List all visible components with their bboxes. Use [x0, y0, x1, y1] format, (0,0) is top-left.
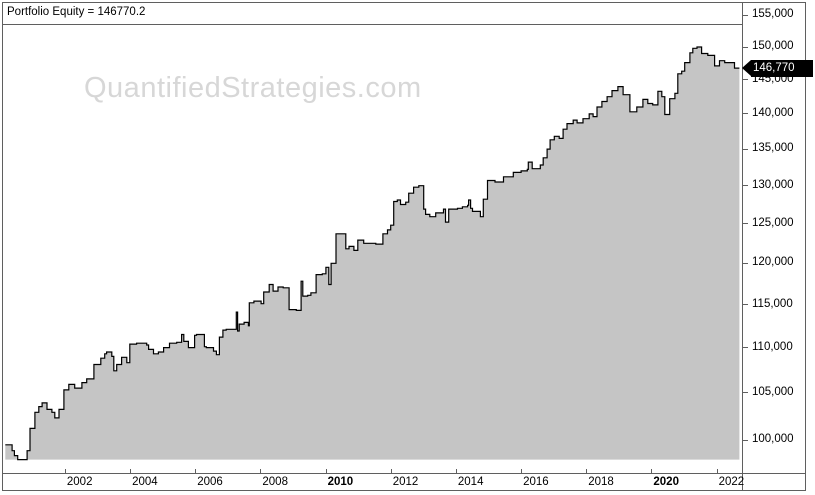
y-axis-label: 110,000 [752, 340, 793, 353]
y-axis-label: 140,000 [752, 106, 794, 119]
x-axis-label: 2016 [523, 476, 549, 488]
y-axis-label: 125,000 [752, 216, 794, 229]
x-tick [455, 469, 457, 473]
x-tick [195, 469, 197, 473]
y-tick [743, 14, 748, 16]
x-tick [64, 469, 66, 473]
y-axis-label: 135,000 [752, 142, 794, 155]
y-tick [743, 392, 748, 394]
y-tick [743, 439, 748, 441]
tag-value: 146,770 [751, 59, 813, 77]
last-value-tag: 146,770 [742, 59, 813, 77]
x-axis-label: 2004 [132, 476, 158, 488]
y-axis-label: 100,000 [752, 433, 794, 445]
x-tick [130, 469, 132, 473]
y-tick [743, 347, 748, 349]
chart-outer-border [2, 2, 806, 491]
x-axis-label: 2008 [262, 476, 288, 488]
x-axis-label: 2018 [588, 476, 614, 488]
chart-title: Portfolio Equity = 146770.2 [7, 6, 146, 18]
x-tick [651, 469, 653, 473]
x-axis-label: 2010 [327, 476, 354, 488]
y-axis-label: 150,000 [752, 40, 794, 52]
x-axis-label: 2012 [392, 476, 419, 488]
x-tick [390, 469, 392, 473]
y-axis-label: 105,000 [752, 385, 794, 398]
tag-arrow-icon [742, 60, 751, 77]
x-axis-label: 2022 [718, 476, 745, 488]
y-tick [743, 304, 748, 305]
x-tick [586, 469, 588, 473]
y-axis-label: 115,000 [752, 297, 793, 310]
y-tick [743, 262, 748, 264]
y-axis-line [742, 3, 743, 491]
x-axis-line [3, 473, 806, 474]
y-axis-label: 155,000 [752, 8, 794, 21]
x-axis-label: 2020 [653, 476, 679, 488]
equity-area-fill [5, 47, 740, 460]
x-axis-label: 2014 [457, 476, 484, 488]
y-tick [743, 223, 748, 225]
watermark-text: QuantifiedStrategies.com [84, 72, 422, 104]
y-tick [743, 79, 748, 81]
x-tick [260, 469, 262, 473]
equity-line [5, 46, 740, 461]
y-axis-label: 120,000 [752, 256, 794, 269]
y-tick [743, 148, 748, 150]
x-axis-label: 2002 [66, 476, 93, 488]
x-tick [521, 469, 523, 473]
y-axis-label: 130,000 [752, 178, 794, 191]
y-tick [743, 113, 748, 115]
x-tick [325, 469, 327, 473]
x-axis-label: 2006 [197, 476, 223, 488]
y-tick [743, 46, 748, 48]
x-tick [716, 469, 718, 473]
y-tick [743, 185, 748, 187]
title-separator [3, 24, 743, 25]
